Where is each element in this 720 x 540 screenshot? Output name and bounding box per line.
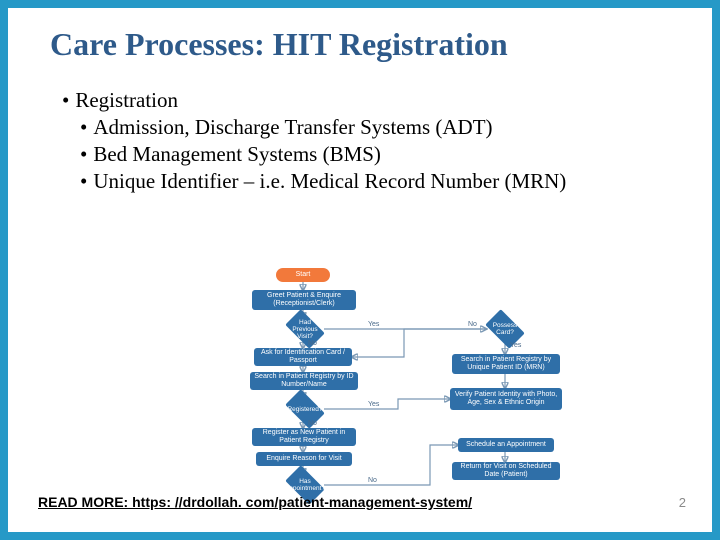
page-number: 2: [679, 495, 686, 510]
bullet-level2: • Unique Identifier – i.e. Medical Recor…: [80, 168, 672, 195]
flow-edge-label: No: [308, 420, 317, 427]
flow-process: Search in Patient Registry by ID Number/…: [250, 372, 358, 390]
flow-process: Greet Patient & Enquire (Receptionist/Cl…: [252, 290, 356, 310]
flow-process: Enquire Reason for Visit: [256, 452, 352, 466]
flow-edge-label: Yes: [510, 342, 521, 349]
bullet-dot: •: [80, 114, 87, 141]
bullet-list: • Registration • Admission, Discharge Tr…: [8, 71, 712, 195]
read-more-link[interactable]: READ MORE: https: //drdollah. com/patien…: [38, 494, 472, 510]
flow-decision: Possess Card?: [488, 318, 522, 340]
bullet-dot: •: [62, 87, 69, 114]
bullet-text: Admission, Discharge Transfer Systems (A…: [93, 114, 492, 141]
flow-process: Return for Visit on Scheduled Date (Pati…: [452, 462, 560, 480]
flow-process: Register as New Patient in Patient Regis…: [252, 428, 356, 446]
page-title: Care Processes: HIT Registration: [8, 8, 712, 71]
bullet-text: Unique Identifier – i.e. Medical Record …: [93, 168, 566, 195]
bullet-text: Registration: [75, 87, 178, 114]
flow-decision: Had Previous Visit?: [288, 318, 322, 340]
flow-process: Schedule an Appointment: [458, 438, 554, 452]
bullet-level1: • Registration: [62, 87, 672, 114]
bullet-dot: •: [80, 141, 87, 168]
flow-decision: Registered?: [288, 398, 322, 420]
flow-edge-label: No: [368, 477, 377, 484]
flow-edge-label: Yes: [368, 401, 379, 408]
flowchart: Start Greet Patient & Enquire (Receptioni…: [168, 268, 648, 498]
bullet-text: Bed Management Systems (BMS): [93, 141, 381, 168]
flowchart-edges: [168, 268, 648, 498]
bullet-level2: • Bed Management Systems (BMS): [80, 141, 672, 168]
flow-decision: Has Appointment?: [288, 474, 322, 496]
flow-process: Ask for Identification Card / Passport: [254, 348, 352, 366]
flow-process: Search in Patient Registry by Unique Pat…: [452, 354, 560, 374]
flow-edge-label: Yes: [368, 321, 379, 328]
slide-frame: Care Processes: HIT Registration • Regis…: [0, 0, 720, 540]
flow-process: Verify Patient Identity with Photo, Age,…: [450, 388, 562, 410]
bullet-dot: •: [80, 168, 87, 195]
flow-edge-label: No: [468, 321, 477, 328]
bullet-level2: • Admission, Discharge Transfer Systems …: [80, 114, 672, 141]
flow-terminal: Start: [276, 268, 330, 282]
flow-edge-label: No: [308, 340, 317, 347]
